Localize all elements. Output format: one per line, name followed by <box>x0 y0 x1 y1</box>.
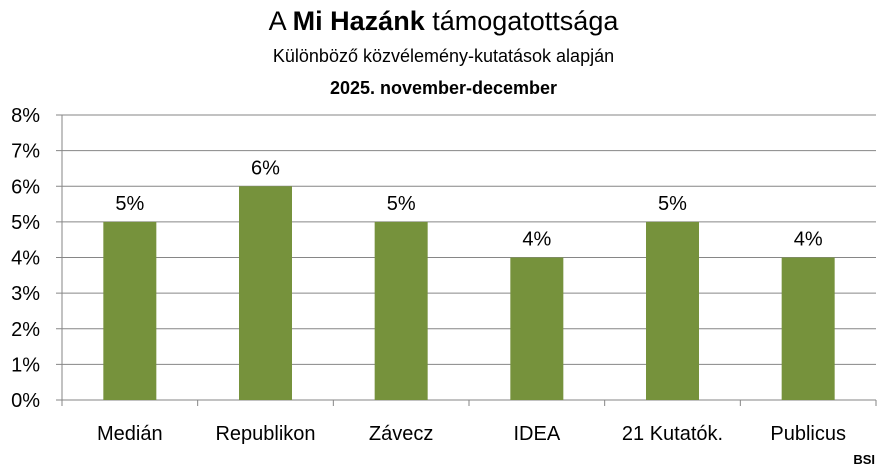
bar <box>781 257 835 400</box>
source-credit: BSI <box>853 452 875 467</box>
y-tick-label: 0% <box>11 390 40 412</box>
data-label: 5% <box>658 193 687 215</box>
y-tick-label: 3% <box>11 283 40 305</box>
x-category-label: Publicus <box>770 423 846 445</box>
chart-period: 2025. november-december <box>329 78 558 98</box>
chart-title-suffix: támogatottsága <box>424 6 619 36</box>
bar <box>374 221 428 400</box>
bar <box>239 186 292 400</box>
chart-title-prefix: A <box>268 6 293 36</box>
y-tick-label: 5% <box>11 212 40 234</box>
data-label: 5% <box>115 193 144 215</box>
data-label: 6% <box>251 157 280 179</box>
y-tick-label: 1% <box>11 354 40 376</box>
y-tick-label: 6% <box>11 176 40 198</box>
data-label: 4% <box>522 229 551 251</box>
y-tick-label: 4% <box>11 248 40 270</box>
x-category-label: IDEA <box>513 423 560 445</box>
bar <box>103 221 157 400</box>
y-tick-label: 8% <box>11 105 40 127</box>
chart-subtitle: Különböző közvélemény-kutatások alapján <box>272 46 615 66</box>
data-label: 5% <box>387 193 416 215</box>
x-category-label: 21 Kutatók. <box>622 423 723 445</box>
data-label: 4% <box>794 229 823 251</box>
chart-title-bold: Mi Hazánk <box>292 6 425 36</box>
y-tick-label: 2% <box>11 319 40 341</box>
y-tick-label: 7% <box>11 141 40 163</box>
x-category-label: Republikon <box>215 423 315 445</box>
bar <box>646 221 699 400</box>
x-category-label: Závecz <box>369 423 433 445</box>
chart-title: A Mi Hazánk támogatottsága <box>0 4 887 38</box>
x-category-label: Medián <box>97 423 163 445</box>
bar <box>510 257 564 400</box>
